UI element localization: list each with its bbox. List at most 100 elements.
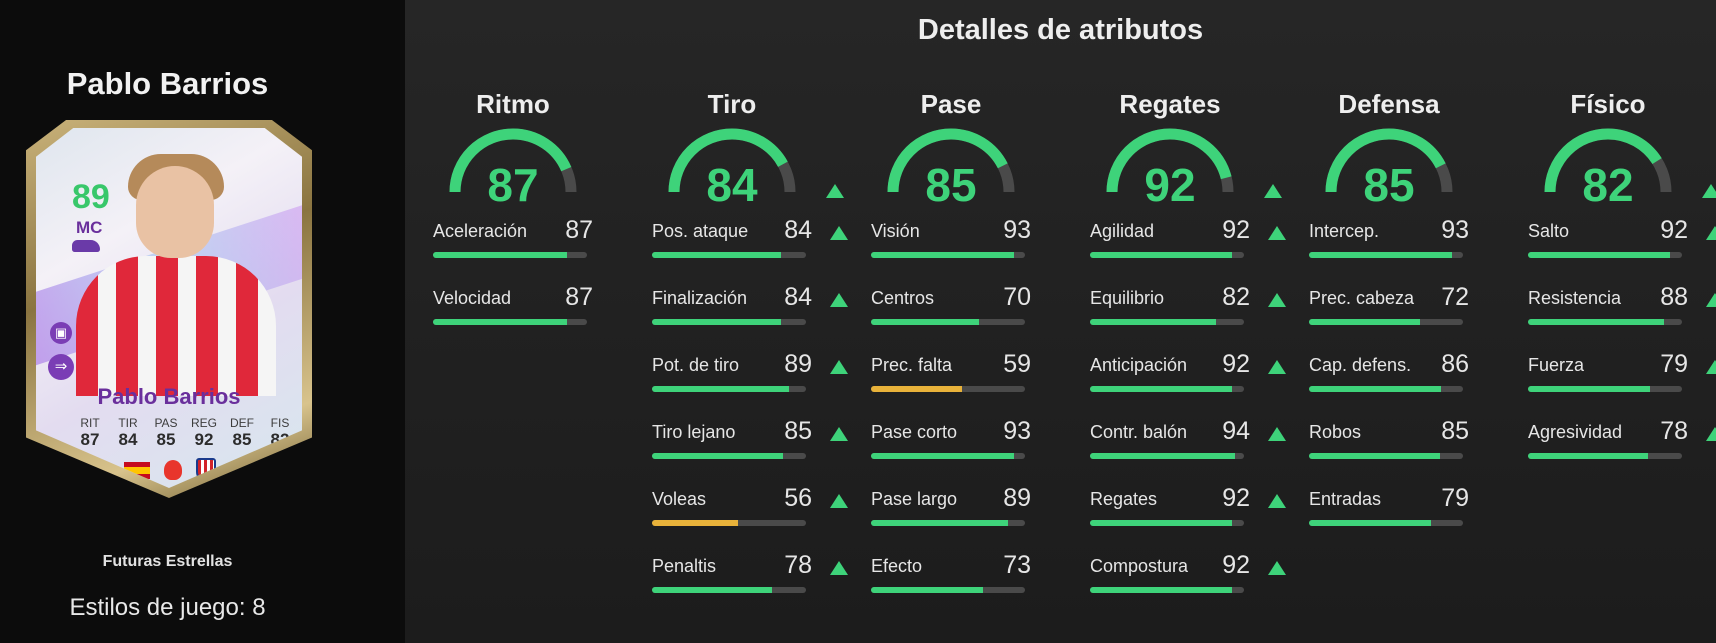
attribute-label: Prec. cabeza [1309,288,1415,308]
attribute-row: Contr. balón 94 [1090,411,1286,478]
attribute-bar-fill [871,453,1015,459]
card-stat-value: 85 [156,430,176,449]
attribute-bar-fill [1309,453,1440,459]
attribute-bar-fill [1090,319,1217,325]
attribute-row: Efecto 73 [871,545,1031,612]
attribute-row: Cap. defens. 86 [1309,344,1469,411]
upgrade-arrow-icon [1264,184,1282,198]
attribute-row: Regates 92 [1090,478,1286,545]
card-stat-label: RIT [80,416,100,430]
attribute-bar [871,453,1025,459]
attribute-bar-fill [1090,587,1232,593]
attribute-bar-fill [1528,453,1649,459]
attribute-bar-fill [1090,520,1232,526]
attribute-bar [1309,319,1463,325]
attribute-label: Voleas [652,489,707,509]
attribute-row: Aceleración 87 [433,210,593,277]
category-gauge: 84 [652,122,844,211]
gauge-fill [1106,128,1234,193]
boot-icon [72,240,100,252]
attribute-label: Equilibrio [1090,288,1165,308]
upgrade-arrow-icon [1706,427,1716,441]
attribute-row: Fuerza 79 [1528,344,1716,411]
card-stat-label: PAS [154,416,178,430]
attribute-row: Resistencia 88 [1528,277,1716,344]
category-rating: 87 [487,159,539,211]
attribute-value: 86 [1441,350,1469,378]
upgrade-arrow-icon [1268,360,1286,374]
gauge-fill [1325,128,1453,193]
attribute-bar [652,319,806,325]
upgrade-arrow-icon [830,360,848,374]
card-stat-label: REG [190,416,217,430]
upgrade-arrow-icon [1706,226,1716,240]
attribute-label: Pase largo [871,489,958,509]
attribute-label: Aceleración [433,221,528,241]
attribute-value: 92 [1660,216,1688,244]
attribute-bar-fill [1309,252,1453,258]
attribute-label: Regates [1090,489,1158,509]
attribute-bar [1090,587,1244,593]
category-rating: 85 [925,159,977,211]
attribute-row: Anticipación 92 [1090,344,1286,411]
attribute-label: Pos. ataque [652,221,749,241]
card-stat: TIR 84 [112,416,144,450]
attribute-bar [1090,520,1244,526]
player-name: Pablo Barrios [66,66,269,101]
attribute-value: 59 [1003,350,1031,378]
attribute-value: 78 [1660,417,1688,445]
upgrade-arrow-icon [1706,360,1716,374]
player-shirt [76,256,276,396]
attribute-label: Intercep. [1309,221,1380,241]
attributes-panel [405,0,1716,643]
attribute-bar [871,520,1025,526]
attribute-bar [1309,520,1463,526]
card-type-icon: ❖ [256,458,282,484]
upgrade-arrow-icon [1706,293,1716,307]
attribute-row: Equilibrio 82 [1090,277,1286,344]
upgrade-arrow-icon [826,184,844,198]
attribute-row: Pot. de tiro 89 [652,344,848,411]
upgrade-arrow-icon [1268,427,1286,441]
attribute-row: Prec. cabeza 72 [1309,277,1469,344]
attribute-label: Penaltis [652,556,717,576]
upgrade-arrow-icon [830,293,848,307]
category-gauge: 92 [1090,122,1282,211]
attribute-label: Fuerza [1528,355,1585,375]
category-title: Tiro [707,89,757,119]
attribute-value: 89 [1003,484,1031,512]
card-stat: DEF 85 [226,416,258,450]
attribute-value: 82 [1222,283,1250,311]
attribute-row: Voleas 56 [652,478,848,545]
attribute-row: Tiro lejano 85 [652,411,848,478]
attribute-value: 93 [1003,216,1031,244]
attribute-bar [1309,386,1463,392]
card-stat-value: 84 [118,430,138,449]
card-stat: RIT 87 [74,416,106,450]
attribute-bar-fill [652,587,773,593]
attribute-value: 87 [565,216,593,244]
attribute-label: Agilidad [1090,221,1155,241]
gauge-fill [668,128,796,193]
attribute-bar-fill [1090,386,1232,392]
attribute-bar [652,252,806,258]
upgrade-arrow-icon [830,226,848,240]
attribute-value: 92 [1222,551,1250,579]
player-card[interactable]: 89 MC ▣ ⇒ Pablo Barrios RIT 87 TIR 84 PAS 8… [26,120,312,498]
category-title: Regates [1119,89,1221,119]
attribute-bar-fill [1528,386,1650,392]
attribute-label: Centros [871,288,935,308]
attribute-bar [652,587,806,593]
attribute-column: Físico 82 Salto 92 Resistencia 88 Fuerza 79 Agre… [1528,86,1716,478]
gauge-fill [887,128,1015,193]
card-stat-label: FIS [270,416,290,430]
attribute-value: 84 [784,216,812,244]
upgrade-arrow-icon [1268,226,1286,240]
attribute-bar-fill [871,386,962,392]
attribute-label: Prec. falta [871,355,953,375]
gauge-arc [1544,128,1672,193]
category-rating: 92 [1144,159,1196,211]
card-face: 89 MC ▣ ⇒ Pablo Barrios RIT 87 TIR 84 PAS 8… [36,128,302,488]
attribute-row: Salto 92 [1528,210,1716,277]
attribute-value: 56 [784,484,812,512]
